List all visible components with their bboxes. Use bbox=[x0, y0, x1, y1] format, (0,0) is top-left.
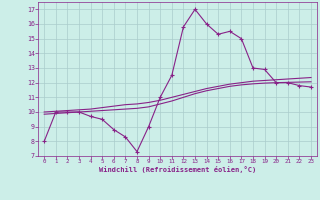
X-axis label: Windchill (Refroidissement éolien,°C): Windchill (Refroidissement éolien,°C) bbox=[99, 166, 256, 173]
